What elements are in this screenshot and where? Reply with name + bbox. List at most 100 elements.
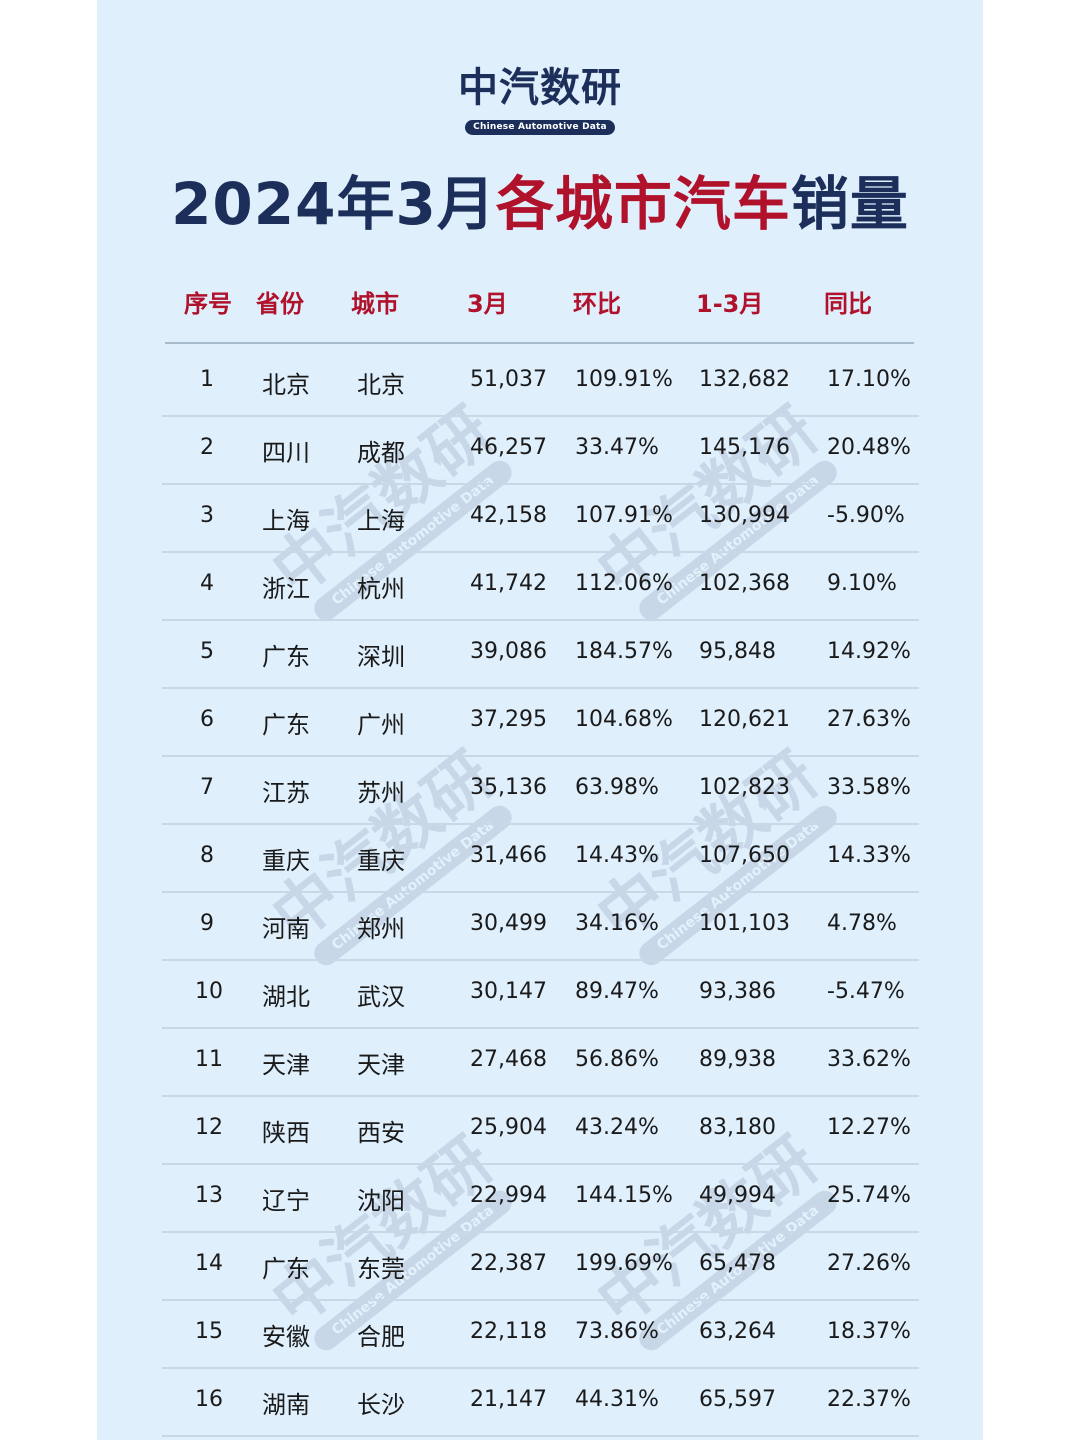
cell-yoy: 14.33% — [827, 843, 911, 868]
cell-province: 重庆 — [262, 847, 310, 875]
header-ytd: 1-3月 — [696, 290, 764, 318]
brand-logo: 中汽数研 Chinese Automotive Data — [97, 62, 983, 135]
title-highlight: 各城市汽车 — [495, 170, 791, 238]
cell-city: 郑州 — [357, 915, 405, 943]
cell-march: 35,136 — [470, 775, 547, 800]
cell-province: 浙江 — [262, 575, 310, 603]
cell-march: 41,742 — [470, 571, 547, 596]
row-divider — [162, 1163, 919, 1165]
row-divider — [162, 687, 919, 689]
row-divider — [162, 415, 919, 417]
cell-ytd: 65,478 — [699, 1251, 776, 1276]
cell-city: 东莞 — [357, 1255, 405, 1283]
cell-yoy: 12.27% — [827, 1115, 911, 1140]
cell-province: 广东 — [262, 711, 310, 739]
row-divider — [162, 1299, 919, 1301]
row-divider — [162, 619, 919, 621]
cell-yoy: 9.10% — [827, 571, 897, 596]
cell-yoy: 27.63% — [827, 707, 911, 732]
cell-mom: 109.91% — [575, 367, 673, 392]
header-city: 城市 — [351, 290, 399, 318]
cell-ytd: 101,103 — [699, 911, 790, 936]
table-row: 11 天津 天津 27,468 56.86% 89,938 33.62% — [97, 1026, 983, 1094]
cell-ytd: 95,848 — [699, 639, 776, 664]
cell-yoy: 27.26% — [827, 1251, 911, 1276]
header-rank: 序号 — [184, 290, 232, 318]
infographic-panel: 中汽数研 Chinese Automotive Data 中汽数研 Chines… — [97, 0, 983, 1440]
cell-city: 北京 — [357, 371, 405, 399]
header-yoy: 同比 — [824, 290, 872, 318]
table-row: 10 湖北 武汉 30,147 89.47% 93,386 -5.47% — [97, 958, 983, 1026]
cell-rank: 9 — [200, 911, 214, 936]
row-divider — [162, 551, 919, 553]
cell-province: 广东 — [262, 643, 310, 671]
cell-ytd: 49,994 — [699, 1183, 776, 1208]
title-date: 2024年3月 — [171, 170, 496, 238]
table-row: 1 北京 北京 51,037 109.91% 132,682 17.10% — [97, 346, 983, 414]
title-suffix: 销量 — [790, 170, 909, 238]
cell-rank: 10 — [195, 979, 223, 1004]
cell-city: 合肥 — [357, 1323, 405, 1351]
cell-city: 上海 — [357, 507, 405, 535]
cell-ytd: 89,938 — [699, 1047, 776, 1072]
cell-yoy: -5.90% — [827, 503, 905, 528]
cell-mom: 144.15% — [575, 1183, 673, 1208]
cell-march: 30,499 — [470, 911, 547, 936]
header-divider — [165, 342, 914, 344]
cell-province: 上海 — [262, 507, 310, 535]
table-row: 16 湖南 长沙 21,147 44.31% 65,597 22.37% — [97, 1366, 983, 1434]
cell-city: 深圳 — [357, 643, 405, 671]
cell-province: 陕西 — [262, 1119, 310, 1147]
cell-ytd: 63,264 — [699, 1319, 776, 1344]
cell-yoy: -5.47% — [827, 979, 905, 1004]
table-row: 7 江苏 苏州 35,136 63.98% 102,823 33.58% — [97, 754, 983, 822]
cell-yoy: 18.37% — [827, 1319, 911, 1344]
cell-city: 成都 — [357, 439, 405, 467]
cell-province: 辽宁 — [262, 1187, 310, 1215]
cell-march: 39,086 — [470, 639, 547, 664]
cell-mom: 199.69% — [575, 1251, 673, 1276]
cell-rank: 1 — [200, 367, 214, 392]
cell-mom: 33.47% — [575, 435, 659, 460]
row-divider — [162, 1231, 919, 1233]
cell-province: 湖北 — [262, 983, 310, 1011]
row-divider — [162, 1095, 919, 1097]
cell-yoy: 25.74% — [827, 1183, 911, 1208]
table-row: 12 陕西 西安 25,904 43.24% 83,180 12.27% — [97, 1094, 983, 1162]
cell-rank: 3 — [200, 503, 214, 528]
table-row: 15 安徽 合肥 22,118 73.86% 63,264 18.37% — [97, 1298, 983, 1366]
cell-city: 苏州 — [357, 779, 405, 807]
cell-rank: 7 — [200, 775, 214, 800]
cell-province: 安徽 — [262, 1323, 310, 1351]
cell-rank: 13 — [195, 1183, 223, 1208]
table-row: 3 上海 上海 42,158 107.91% 130,994 -5.90% — [97, 482, 983, 550]
cell-mom: 73.86% — [575, 1319, 659, 1344]
cell-city: 天津 — [357, 1051, 405, 1079]
cell-city: 杭州 — [357, 575, 405, 603]
cell-march: 37,295 — [470, 707, 547, 732]
table-row: 6 广东 广州 37,295 104.68% 120,621 27.63% — [97, 686, 983, 754]
cell-mom: 89.47% — [575, 979, 659, 1004]
row-divider — [162, 823, 919, 825]
cell-mom: 107.91% — [575, 503, 673, 528]
cell-yoy: 14.92% — [827, 639, 911, 664]
cell-province: 四川 — [262, 439, 310, 467]
cell-city: 武汉 — [357, 983, 405, 1011]
header-mom: 环比 — [573, 290, 621, 318]
brand-name-en: Chinese Automotive Data — [465, 120, 615, 135]
row-divider — [162, 1367, 919, 1369]
cell-yoy: 33.58% — [827, 775, 911, 800]
cell-province: 湖南 — [262, 1391, 310, 1419]
cell-ytd: 65,597 — [699, 1387, 776, 1412]
cell-mom: 34.16% — [575, 911, 659, 936]
page-title: 2024年3月各城市汽车销量 — [97, 168, 983, 240]
header-march: 3月 — [467, 290, 508, 318]
cell-march: 42,158 — [470, 503, 547, 528]
row-divider — [162, 755, 919, 757]
cell-mom: 14.43% — [575, 843, 659, 868]
cell-rank: 12 — [195, 1115, 223, 1140]
row-divider — [162, 483, 919, 485]
cell-mom: 104.68% — [575, 707, 673, 732]
table-row: 14 广东 东莞 22,387 199.69% 65,478 27.26% — [97, 1230, 983, 1298]
table-row: 9 河南 郑州 30,499 34.16% 101,103 4.78% — [97, 890, 983, 958]
